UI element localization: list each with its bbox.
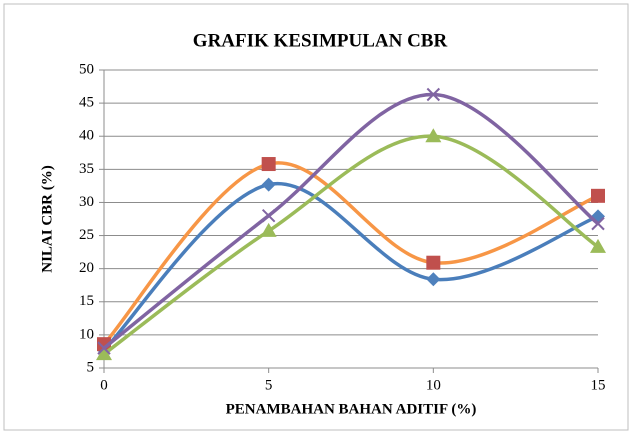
series-line xyxy=(102,134,599,356)
y-tick-label: 25 xyxy=(79,227,94,243)
marker xyxy=(591,188,605,203)
marker xyxy=(426,87,441,102)
y-tick-label: 50 xyxy=(79,61,94,77)
y-axis-title: NILAI CBR (%) xyxy=(39,165,55,273)
marker xyxy=(591,216,605,231)
marker xyxy=(261,157,276,172)
marker xyxy=(426,272,441,287)
x-tick-label: 5 xyxy=(265,377,273,393)
chart-title: GRAFIK KESIMPULAN CBR xyxy=(193,30,448,51)
y-tick-label: 35 xyxy=(79,161,94,177)
series-line xyxy=(102,161,599,346)
y-tick-label: 5 xyxy=(87,359,95,375)
y-tick-label: 40 xyxy=(79,128,94,144)
marker xyxy=(96,346,112,361)
y-tick-label: 20 xyxy=(79,260,94,276)
marker xyxy=(590,238,606,253)
x-tick-label: 10 xyxy=(426,377,441,393)
marker xyxy=(97,341,111,355)
x-axis-title: PENAMBAHAN BAHAN ADITIF (%) xyxy=(226,401,477,417)
x-tick-label: 15 xyxy=(591,377,606,393)
series-line xyxy=(102,92,600,350)
marker xyxy=(426,255,441,270)
y-tick-label: 15 xyxy=(79,293,94,309)
x-tick-label: 0 xyxy=(100,377,108,393)
series-line xyxy=(102,181,599,352)
marker xyxy=(261,177,276,192)
y-tick-label: 30 xyxy=(79,194,94,210)
chart-frame xyxy=(3,3,629,431)
marker xyxy=(425,128,442,143)
marker xyxy=(260,222,277,237)
y-tick-label: 45 xyxy=(79,95,94,111)
marker xyxy=(97,337,111,352)
y-tick-label: 10 xyxy=(79,326,94,342)
marker xyxy=(261,208,276,223)
